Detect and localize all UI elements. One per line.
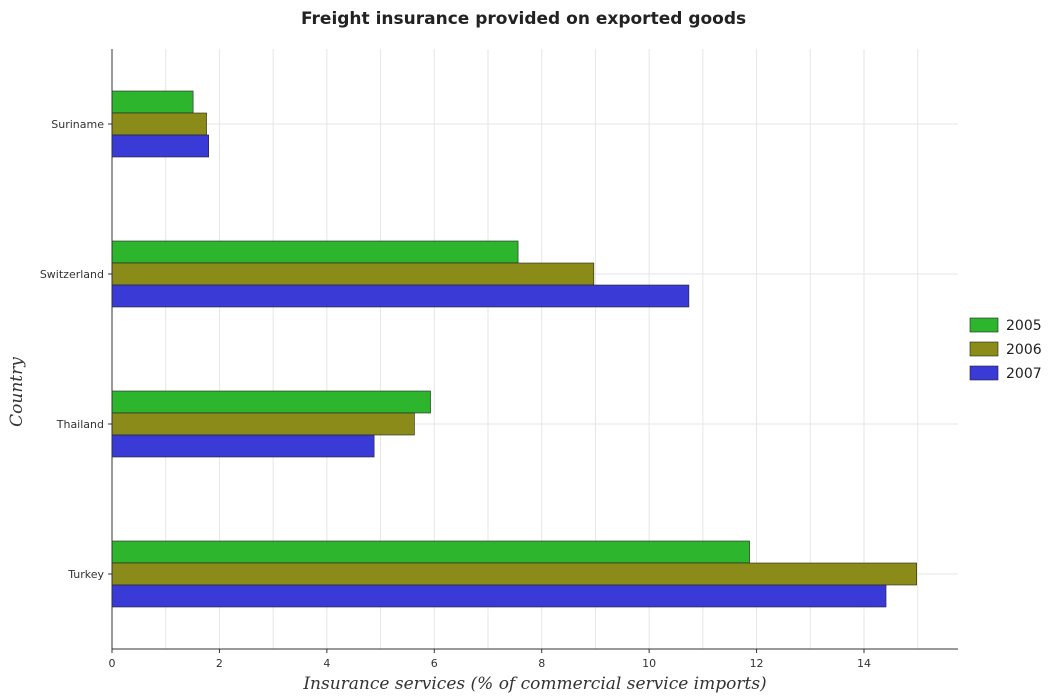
legend: 2005 2006 2007 — [969, 317, 1042, 382]
x-tick-label: 8 — [538, 657, 545, 670]
x-tick-label: 10 — [642, 657, 656, 670]
bar-suriname-2005 — [111, 90, 194, 114]
x-tick-label: 0 — [109, 657, 116, 670]
bar-turkey-2006 — [111, 562, 917, 586]
bar-thailand-2007 — [111, 434, 375, 458]
x-tick-label: 6 — [431, 657, 438, 670]
x-ticks: 0 2 4 6 8 10 12 14 — [109, 649, 871, 670]
legend-label-2007: 2007 — [1006, 366, 1042, 382]
x-tick-label: 14 — [857, 657, 871, 670]
bar-switzerland-2007 — [111, 284, 690, 308]
bar-turkey-2005 — [111, 540, 750, 564]
bar-thailand-2005 — [111, 390, 431, 414]
chart-title: Freight insurance provided on exported g… — [301, 9, 746, 29]
legend-swatch-2005 — [969, 317, 999, 333]
x-tick-label: 4 — [323, 657, 330, 670]
x-tick-label: 2 — [216, 657, 223, 670]
y-ticks: Suriname Switzerland Thailand Turkey — [40, 118, 112, 581]
legend-swatch-2007 — [969, 365, 999, 381]
y-tick-label: Thailand — [56, 418, 104, 431]
axes — [111, 49, 958, 650]
legend-label-2005: 2005 — [1006, 318, 1042, 334]
bar-turkey-2007 — [111, 584, 887, 608]
bar-thailand-2006 — [111, 412, 415, 436]
bar-switzerland-2006 — [111, 262, 595, 286]
x-tick-label: 12 — [750, 657, 764, 670]
bar-switzerland-2005 — [111, 240, 519, 264]
x-axis-label: Insurance services (% of commercial serv… — [302, 674, 766, 694]
y-tick-label: Suriname — [51, 118, 104, 131]
y-tick-label: Turkey — [67, 568, 104, 581]
legend-label-2006: 2006 — [1006, 342, 1042, 358]
legend-swatch-2006 — [969, 341, 999, 357]
y-axis-label: Country — [7, 357, 27, 427]
y-tick-label: Switzerland — [40, 268, 104, 281]
bars — [111, 90, 917, 608]
bar-suriname-2006 — [111, 112, 207, 136]
bar-suriname-2007 — [111, 134, 209, 158]
